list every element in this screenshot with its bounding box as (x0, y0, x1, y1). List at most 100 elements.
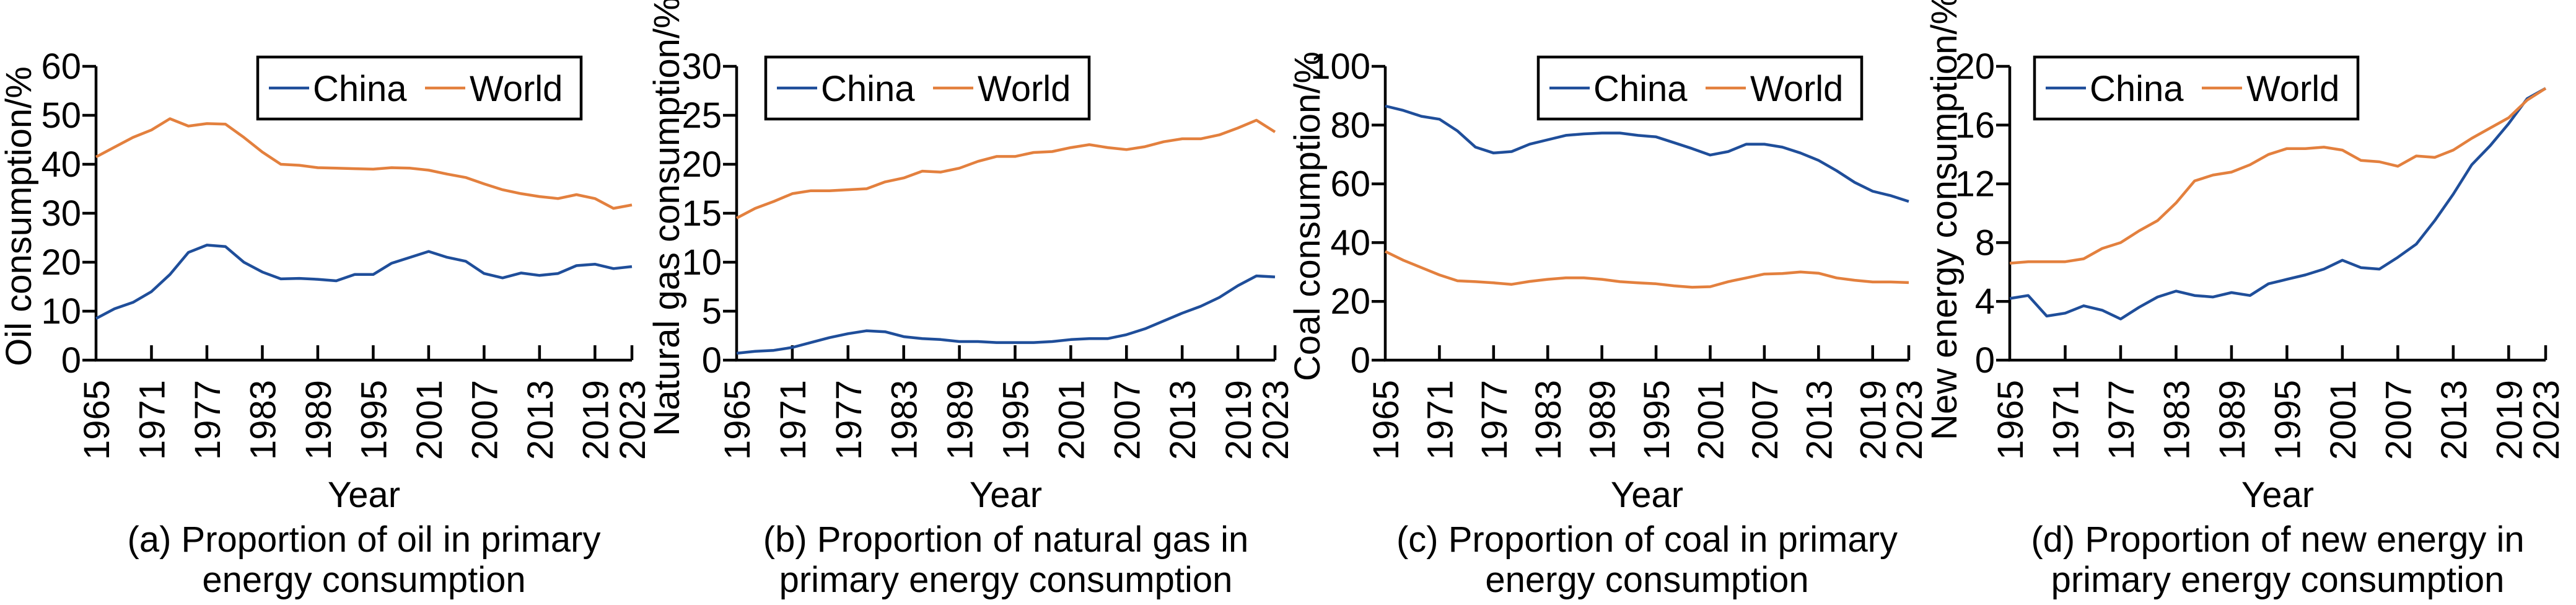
y-tick-label: 10 (681, 242, 722, 283)
series-line-china (2009, 87, 2547, 320)
caption-line-2: primary energy consumption (2051, 560, 2505, 600)
caption-line-2: energy consumption (1485, 560, 1808, 600)
series-line-world (1385, 250, 1909, 289)
x-tick-label: 1977 (829, 380, 869, 460)
legend-box (764, 55, 1091, 121)
y-tick-label: 0 (1975, 340, 1995, 381)
y-tick-label: 20 (41, 242, 81, 283)
legend-label-china: China (821, 69, 915, 109)
y-tick-label: 40 (1330, 223, 1370, 263)
x-tick-label: 2019 (1854, 380, 1894, 460)
series-line-world (735, 118, 1276, 219)
x-tick-label: 1983 (1528, 380, 1569, 460)
x-tick-label: 2013 (1163, 380, 1203, 460)
y-tick-label: 0 (61, 340, 81, 381)
y-tick-label: 50 (41, 95, 81, 136)
x-tick-label: 1977 (2101, 380, 2142, 460)
series-line-world (2009, 87, 2547, 265)
x-tick-label: 1995 (2267, 380, 2308, 460)
x-tick-label: 1971 (2046, 380, 2086, 460)
x-tick-label: 2013 (2434, 380, 2474, 460)
x-tick-label: 1989 (940, 380, 981, 460)
x-tick-label: 1965 (1991, 380, 2031, 460)
x-tick-label: 1995 (1637, 380, 1677, 460)
x-tick-label: 2023 (2526, 380, 2567, 460)
legend-label-china: China (313, 69, 407, 109)
chart-panel-c: 0 20 40 60 80 100 1965 1971 1977 1983 1989 1995 2001… (1287, 46, 1930, 600)
x-tick-label: 1983 (885, 380, 925, 460)
legend-label-world: World (2246, 69, 2339, 109)
x-tick-label: 2007 (1107, 380, 1147, 460)
y-tick-label: 15 (681, 193, 722, 234)
y-tick-label: 0 (1351, 340, 1370, 381)
x-tick-label: 1977 (188, 380, 228, 460)
y-tick-label: 8 (1975, 223, 1995, 263)
y-tick-label: 10 (41, 291, 81, 332)
caption-line-1: (c) Proportion of coal in primary (1396, 519, 1898, 560)
x-tick-label: 1971 (132, 380, 172, 460)
y-tick-label: 80 (1330, 105, 1370, 146)
legend: China World (256, 55, 583, 121)
y-tick-label: 20 (681, 144, 722, 185)
y-tick-label: 5 (702, 291, 722, 332)
x-tick-label: 2013 (1799, 380, 1839, 460)
x-tick-label: 1989 (1583, 380, 1623, 460)
y-tick-label: 30 (681, 46, 722, 87)
y-tick-label: 20 (1955, 46, 1995, 87)
x-axis-label: Year (2241, 475, 2314, 515)
y-tick-label: 30 (41, 193, 81, 234)
x-tick-label: 1965 (77, 380, 117, 460)
legend-label-china: China (1593, 69, 1688, 109)
y-tick-label: 100 (1310, 46, 1370, 87)
y-tick-label: 4 (1975, 281, 1995, 322)
x-tick-label: 2023 (1890, 380, 1930, 460)
y-axis-label: Oil consumption/% (0, 66, 39, 366)
caption-line-2: primary energy consumption (779, 560, 1233, 600)
caption-line-2: energy consumption (202, 560, 525, 600)
x-tick-label: 2001 (1051, 380, 1092, 460)
y-tick-label: 12 (1955, 164, 1995, 205)
legend: China World (1536, 55, 1864, 121)
x-tick-label: 2007 (1745, 380, 1785, 460)
legend-box (256, 55, 583, 121)
legend: China World (2033, 55, 2360, 121)
chart-panel-d: 0 4 8 12 16 20 1965 1971 1977 1983 1989 1995 2001 200… (1924, 0, 2567, 600)
x-tick-label: 2001 (410, 380, 450, 460)
y-tick-label: 20 (1330, 281, 1370, 322)
y-axis-label: New energy consumption/% (1924, 0, 1965, 440)
series-line-china (1385, 104, 1909, 203)
x-tick-label: 1977 (1474, 380, 1515, 460)
legend: China World (764, 55, 1091, 121)
series-line-world (95, 117, 633, 210)
x-tick-label: 2019 (576, 380, 616, 460)
x-tick-label: 2019 (2489, 380, 2530, 460)
x-tick-label: 1989 (2212, 380, 2253, 460)
caption-line-1: (a) Proportion of oil in primary (128, 519, 601, 560)
x-tick-label: 1971 (1420, 380, 1460, 460)
x-axis-label: Year (328, 475, 400, 515)
x-tick-label: 1971 (773, 380, 813, 460)
y-axis-label: Natural gas consumption/% (647, 0, 687, 436)
x-tick-label: 2001 (1691, 380, 1731, 460)
x-tick-label: 2007 (465, 380, 505, 460)
y-tick-label: 0 (702, 340, 722, 381)
y-tick-label: 60 (1330, 164, 1370, 205)
legend-label-world: World (470, 69, 563, 109)
chart-panel-a: 0 10 20 30 40 50 60 1965 1971 1977 1983 1989 1995 200… (0, 46, 653, 600)
y-tick-label: 16 (1955, 105, 1995, 146)
legend-label-world: World (1750, 69, 1843, 109)
x-tick-label: 2019 (1219, 380, 1259, 460)
y-axis-label: Coal consumption/% (1287, 51, 1328, 381)
x-axis-label: Year (1611, 475, 1683, 515)
series-line-china (736, 274, 1276, 355)
x-tick-label: 2023 (1256, 380, 1296, 460)
x-tick-label: 1995 (996, 380, 1036, 460)
y-tick-label: 60 (41, 46, 81, 87)
x-tick-label: 1983 (243, 380, 283, 460)
series-line-china (95, 244, 633, 320)
x-tick-label: 2013 (520, 380, 561, 460)
x-tick-label: 2001 (2323, 380, 2364, 460)
caption-line-1: (d) Proportion of new energy in (2031, 519, 2524, 560)
legend-box (2033, 55, 2360, 121)
